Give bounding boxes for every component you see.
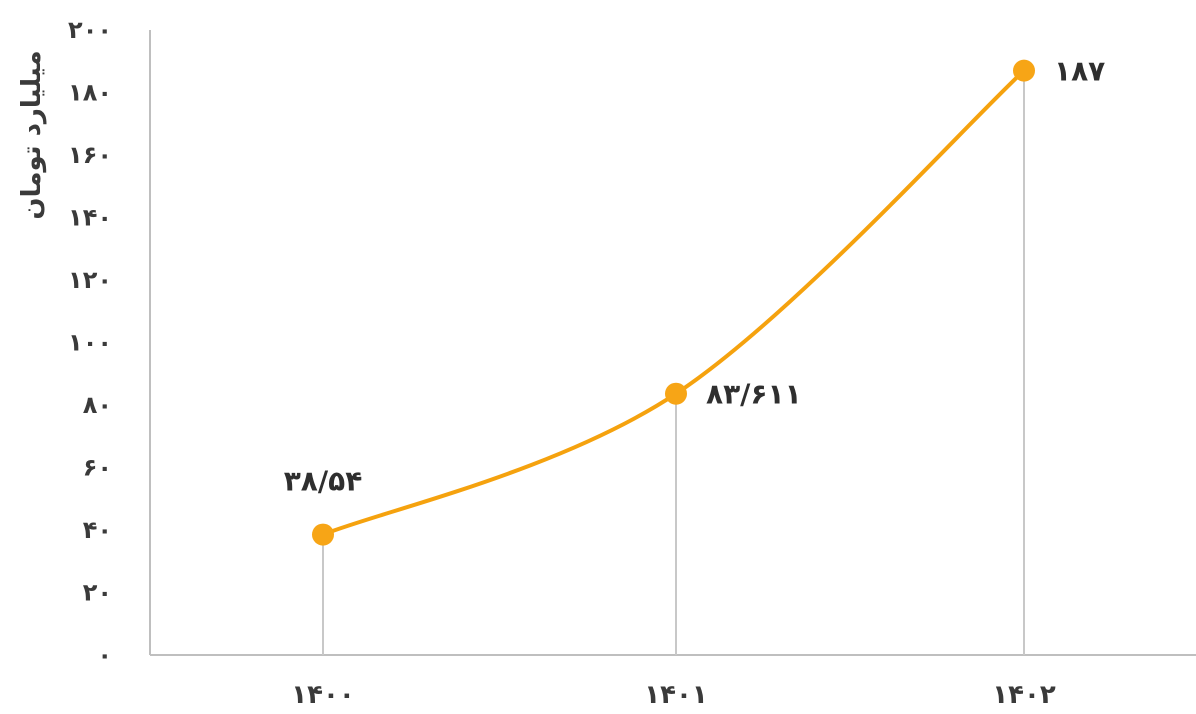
x-tick-labels: ۱۴۰۰ ۱۴۰۱ ۱۴۰۲	[291, 680, 1056, 710]
y-tick-label: ۱۸۰	[68, 79, 112, 107]
series-line	[322, 69, 1026, 537]
data-point	[1013, 59, 1035, 82]
y-tick-label: ۶۰	[83, 454, 112, 482]
y-tick-label: ۱۰۰	[68, 329, 112, 357]
series-markers	[312, 59, 1035, 546]
y-tick-label: ۰	[97, 641, 112, 669]
y-tick-label: ۴۰	[83, 516, 112, 544]
x-tick-label: ۱۴۰۲	[992, 680, 1056, 710]
y-axis-title: میلیارد تومان	[17, 50, 47, 219]
y-tick-labels: ۰ ۲۰ ۴۰ ۶۰ ۸۰ ۱۰۰ ۱۲۰ ۱۴۰ ۱۶۰ ۱۸۰ ۲۰۰	[68, 16, 112, 669]
data-label: ۸۳/۶۱۱	[706, 378, 802, 411]
y-tick-label: ۸۰	[83, 391, 112, 419]
x-tick-label: ۱۴۰۱	[644, 680, 707, 710]
y-tick-label: ۱۴۰	[68, 204, 112, 232]
data-labels: ۳۸/۵۴ ۸۳/۶۱۱ ۱۸۷	[284, 55, 1106, 498]
y-tick-label: ۲۰۰	[68, 16, 112, 44]
y-tick-label: ۱۶۰	[68, 141, 112, 169]
data-point	[312, 523, 334, 546]
x-tick-label: ۱۴۰۰	[291, 680, 354, 710]
y-tick-label: ۲۰	[83, 579, 112, 607]
axes	[149, 30, 1196, 656]
data-label: ۱۸۷	[1054, 55, 1105, 88]
drop-lines	[322, 70, 1025, 655]
data-point	[665, 382, 687, 405]
y-tick-label: ۱۲۰	[68, 266, 112, 294]
data-label: ۳۸/۵۴	[284, 465, 363, 498]
